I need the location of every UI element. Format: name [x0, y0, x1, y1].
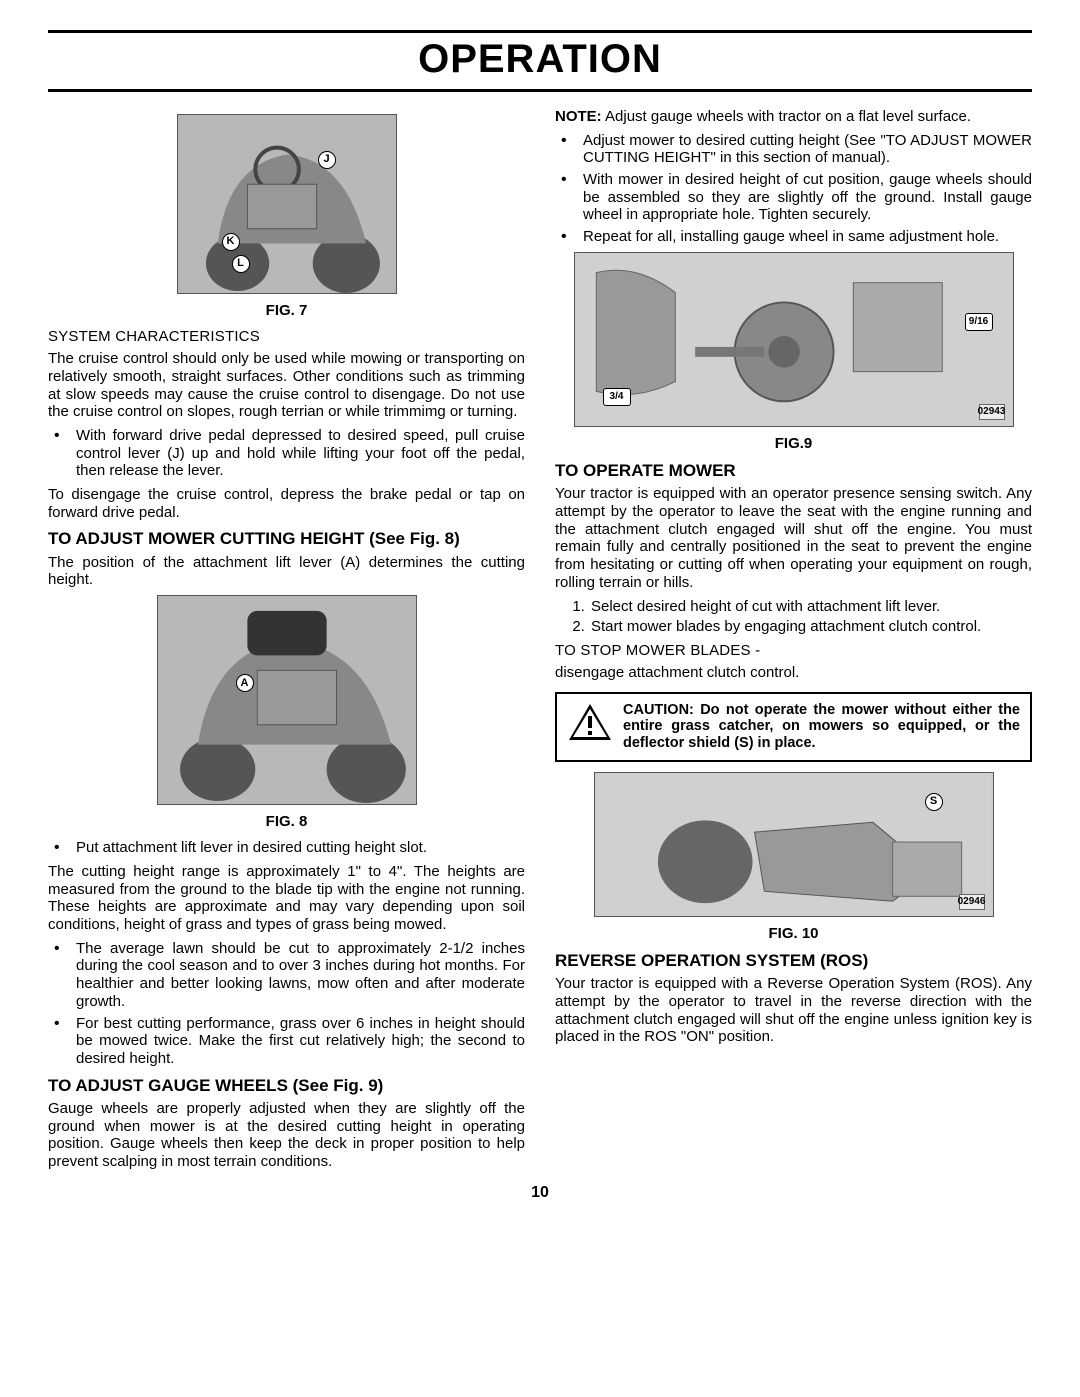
operate-n1: Select desired height of cut with attach… — [589, 598, 1032, 616]
fig10-caption: FIG. 10 — [555, 925, 1032, 943]
fig7-callout-l: L — [232, 255, 250, 273]
sys-char-heading: SYSTEM CHARACTERISTICS — [48, 328, 525, 346]
fig8-callout-a: A — [236, 674, 254, 692]
rule-bottom — [48, 89, 1032, 92]
fig7-wrap: J K L — [48, 114, 525, 298]
operate-heading: TO OPERATE MOWER — [555, 461, 1032, 481]
left-column: J K L FIG. 7 SYSTEM CHARACTERISTICS The … — [48, 108, 525, 1177]
warning-icon — [567, 702, 613, 742]
fig10-code: 02946 — [959, 894, 985, 910]
operate-n2: Start mower blades by engaging attachmen… — [589, 618, 1032, 636]
fig7-caption: FIG. 7 — [48, 302, 525, 320]
stop-p1: disengage attachment clutch control. — [555, 664, 1032, 682]
adj-height-bullet1: Put attachment lift lever in desired cut… — [48, 839, 525, 857]
fig8-image: A — [157, 595, 417, 805]
fig9-wrap: 3/4 9/16 02943 — [555, 252, 1032, 431]
two-column-layout: J K L FIG. 7 SYSTEM CHARACTERISTICS The … — [48, 108, 1032, 1177]
fig9-caption: FIG.9 — [555, 435, 1032, 453]
note-b3: Repeat for all, installing gauge wheel i… — [573, 228, 1032, 246]
note-b1: Adjust mower to desired cutting height (… — [573, 132, 1032, 167]
fig7-callout-j: J — [318, 151, 336, 169]
adj-height-p2: The cutting height range is approximatel… — [48, 863, 525, 934]
adj-height-b2: The average lawn should be cut to approx… — [66, 940, 525, 1011]
operate-p1: Your tractor is equipped with an operato… — [555, 485, 1032, 591]
fig9-image: 3/4 9/16 02943 — [574, 252, 1014, 427]
fig7-placeholder-svg — [178, 115, 396, 293]
fig9-label-3-4: 3/4 — [603, 388, 631, 406]
sys-char-p2: To disengage the cruise control, depress… — [48, 486, 525, 521]
caution-box: CAUTION: Do not operate the mower withou… — [555, 692, 1032, 762]
adj-height-bullets2: The average lawn should be cut to approx… — [48, 940, 525, 1068]
fig8-wrap: A — [48, 595, 525, 809]
note-b2: With mower in desired height of cut posi… — [573, 171, 1032, 224]
sys-char-p1: The cruise control should only be used w… — [48, 350, 525, 421]
sys-char-bullets: With forward drive pedal depressed to de… — [48, 427, 525, 480]
fig9-label-9-16: 9/16 — [965, 313, 993, 331]
note-p1: NOTE: Adjust gauge wheels with tractor o… — [555, 108, 1032, 126]
gauge-p1: Gauge wheels are properly adjusted when … — [48, 1100, 525, 1171]
fig7-callout-k: K — [222, 233, 240, 251]
fig10-callout-s: S — [925, 793, 943, 811]
ros-p1: Your tractor is equipped with a Reverse … — [555, 975, 1032, 1046]
rule-top — [48, 30, 1032, 33]
fig8-placeholder-svg — [158, 596, 416, 804]
note-bullets: Adjust mower to desired cutting height (… — [555, 132, 1032, 246]
right-column: NOTE: Adjust gauge wheels with tractor o… — [555, 108, 1032, 1177]
caution-text: CAUTION: Do not operate the mower withou… — [623, 702, 1020, 752]
operate-steps: Select desired height of cut with attach… — [555, 598, 1032, 636]
gauge-heading: TO ADJUST GAUGE WHEELS (See Fig. 9) — [48, 1076, 525, 1096]
stop-heading: TO STOP MOWER BLADES - — [555, 642, 1032, 660]
fig9-code: 02943 — [979, 404, 1005, 420]
adj-height-b1: Put attachment lift lever in desired cut… — [66, 839, 525, 857]
note-label: NOTE: — [555, 108, 602, 125]
adj-height-b3: For best cutting performance, grass over… — [66, 1015, 525, 1068]
adj-height-p1: The position of the attachment lift leve… — [48, 554, 525, 589]
ros-heading: REVERSE OPERATION SYSTEM (ROS) — [555, 951, 1032, 971]
page-title: OPERATION — [48, 35, 1032, 83]
adj-height-heading: TO ADJUST MOWER CUTTING HEIGHT (See Fig.… — [48, 529, 525, 549]
fig9-placeholder-svg — [575, 253, 1013, 426]
fig10-image: S 02946 — [594, 772, 994, 917]
fig10-wrap: S 02946 — [555, 772, 1032, 921]
note-text: Adjust gauge wheels with tractor on a fl… — [602, 108, 971, 125]
fig8-caption: FIG. 8 — [48, 813, 525, 831]
page-number: 10 — [48, 1183, 1032, 1202]
fig7-image: J K L — [177, 114, 397, 294]
sys-char-b1: With forward drive pedal depressed to de… — [66, 427, 525, 480]
